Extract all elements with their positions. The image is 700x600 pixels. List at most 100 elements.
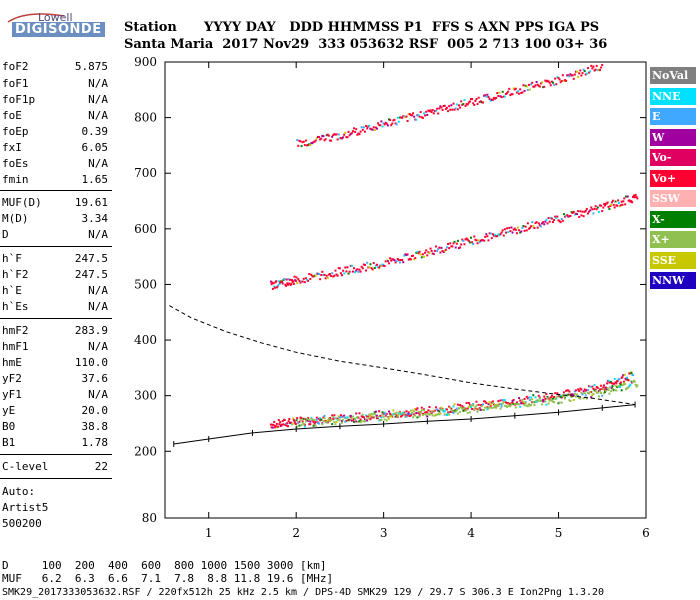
echo-point	[335, 273, 338, 276]
echo-point	[630, 380, 633, 383]
echo-point	[495, 96, 498, 99]
echo-point	[473, 235, 476, 238]
echo-point	[496, 235, 499, 238]
echo-point	[532, 394, 535, 397]
echo-point	[471, 407, 474, 410]
echo-point	[473, 103, 476, 106]
echo-point	[401, 414, 404, 417]
echo-point	[546, 397, 549, 400]
echo-point	[314, 139, 317, 142]
echo-point	[535, 400, 538, 403]
echo-point	[616, 204, 619, 207]
echo-point	[523, 89, 526, 92]
echo-point	[629, 372, 632, 375]
echo-point	[507, 403, 510, 406]
echo-point	[539, 82, 542, 85]
echo-point	[343, 272, 346, 275]
echo-point	[365, 414, 368, 417]
echo-point	[327, 273, 330, 276]
y-tick-label: 700	[134, 166, 157, 180]
echo-point	[486, 93, 489, 96]
echo-point	[449, 242, 452, 245]
echo-point	[436, 250, 439, 253]
echo-point	[315, 418, 318, 421]
echo-point	[496, 92, 499, 95]
echo-point	[383, 265, 386, 268]
echo-point	[632, 380, 635, 383]
echo-point	[567, 74, 570, 77]
echo-point	[630, 371, 633, 374]
echo-point	[527, 83, 530, 86]
echo-point	[418, 413, 421, 416]
echo-point	[379, 414, 382, 417]
echo-point	[577, 395, 580, 398]
echo-point	[323, 139, 326, 142]
echo-point	[485, 233, 488, 236]
echo-point	[564, 215, 567, 218]
echo-point	[457, 247, 460, 250]
echo-point	[572, 210, 575, 213]
echo-point	[527, 403, 530, 406]
echo-point	[353, 127, 356, 130]
echo-point	[299, 418, 302, 421]
echo-point	[405, 410, 408, 413]
echo-point	[307, 417, 310, 420]
echo-point	[416, 416, 419, 419]
legend-item: SSW	[650, 190, 696, 207]
echo-point	[311, 275, 314, 278]
echo-point	[592, 393, 595, 396]
echo-point	[447, 411, 450, 414]
echo-point	[479, 408, 482, 411]
echo-point	[581, 72, 584, 75]
echo-point	[347, 272, 350, 275]
echo-point	[288, 417, 291, 420]
echo-point	[303, 423, 306, 426]
echo-point	[566, 214, 569, 217]
echo-point	[513, 227, 516, 230]
echo-point	[546, 222, 549, 225]
echo-point	[409, 414, 412, 417]
echo-point	[436, 413, 439, 416]
echo-point	[559, 81, 562, 84]
echo-point	[560, 217, 563, 220]
echo-point	[394, 415, 397, 418]
param-value: N/A	[88, 157, 108, 170]
echo-point	[548, 220, 551, 223]
echo-point	[462, 239, 465, 242]
echo-point	[348, 134, 351, 137]
echo-point	[509, 405, 512, 408]
echo-point	[482, 239, 485, 242]
echo-point	[465, 103, 468, 106]
echo-point	[432, 409, 435, 412]
echo-point	[441, 108, 444, 111]
echo-point	[377, 416, 380, 419]
echo-point	[402, 115, 405, 118]
echo-point	[472, 243, 475, 246]
echo-point	[401, 412, 404, 415]
echo-point	[522, 402, 525, 405]
echo-point	[385, 419, 388, 422]
echo-point	[466, 411, 469, 414]
echo-point	[461, 407, 464, 410]
echo-point	[301, 420, 304, 423]
echo-point	[453, 108, 456, 111]
echo-point	[573, 73, 576, 76]
echo-point	[307, 279, 310, 282]
echo-point	[553, 401, 556, 404]
echo-point	[392, 119, 395, 122]
muf-row: MUF 6.2 6.3 6.6 7.1 7.8 8.8 11.8 19.6 [M…	[2, 572, 334, 585]
echo-point	[472, 404, 475, 407]
param-row: foEp 0.39	[2, 125, 108, 140]
echo-point	[313, 422, 316, 425]
echo-point	[572, 77, 575, 80]
echo-point	[499, 233, 502, 236]
legend-item: NNW	[650, 272, 696, 289]
echo-point	[591, 385, 594, 388]
echo-point	[483, 400, 486, 403]
echo-point	[301, 280, 304, 283]
echo-point	[585, 389, 588, 392]
echo-point	[596, 391, 599, 394]
param-value: 247.5	[74, 252, 108, 265]
param-value: N/A	[88, 93, 108, 106]
echo-point	[410, 412, 413, 415]
